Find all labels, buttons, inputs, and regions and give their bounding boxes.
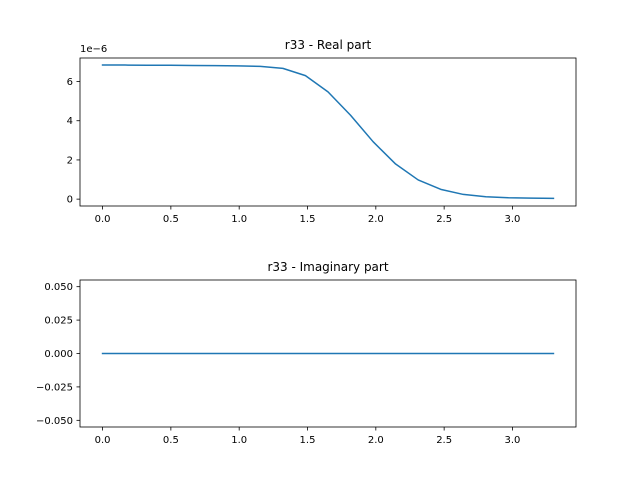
y-tick-label: −0.025 <box>36 382 73 393</box>
subplot-real-part: r33 - Real part 1e−6 0.0 0.5 1.0 1.5 2.0 2.5 3… <box>67 38 577 225</box>
axes-frame-real <box>79 57 577 207</box>
x-tick-label: 0.5 <box>163 214 179 225</box>
x-tick-label: 0.0 <box>95 435 111 446</box>
y-tick-label: 0.000 <box>44 349 73 360</box>
y-tick-label: −0.050 <box>36 416 73 427</box>
y-tick-label: 0.025 <box>44 316 73 327</box>
y-axis-ticks-imaginary: −0.050 −0.025 0.000 0.025 0.050 <box>36 282 80 427</box>
y-tick-label: 0 <box>67 195 73 206</box>
subplot-imaginary-part: r33 - Imaginary part 0.0 0.5 1.0 1.5 2.0 2.5 3… <box>36 260 577 446</box>
x-tick-label: 2.5 <box>436 214 452 225</box>
x-tick-label: 3.0 <box>505 214 521 225</box>
axes-frame-imaginary <box>79 279 577 428</box>
x-tick-label: 2.5 <box>436 435 452 446</box>
series-layer-real <box>101 64 555 200</box>
chart-title-imaginary: r33 - Imaginary part <box>267 260 388 274</box>
x-tick-label: 2.0 <box>368 214 384 225</box>
y-tick-label: 4 <box>67 116 73 127</box>
x-tick-label: 1.0 <box>231 214 247 225</box>
x-axis-ticks-imaginary: 0.0 0.5 1.0 1.5 2.0 2.5 3.0 <box>95 427 521 446</box>
x-tick-label: 1.5 <box>300 435 316 446</box>
x-tick-label: 3.0 <box>505 435 521 446</box>
series-line <box>101 64 555 200</box>
x-tick-label: 0.5 <box>163 435 179 446</box>
y-tick-label: 2 <box>67 155 73 166</box>
y-axis-ticks-real: 0 2 4 6 <box>67 77 80 206</box>
y-offset-label: 1e−6 <box>80 44 107 55</box>
x-tick-label: 2.0 <box>368 435 384 446</box>
y-tick-label: 6 <box>67 77 73 88</box>
chart-title-real: r33 - Real part <box>285 38 372 52</box>
x-tick-label: 1.0 <box>231 435 247 446</box>
y-tick-label: 0.050 <box>44 282 73 293</box>
x-tick-label: 0.0 <box>95 214 111 225</box>
x-tick-label: 1.5 <box>300 214 316 225</box>
x-axis-ticks-real: 0.0 0.5 1.0 1.5 2.0 2.5 3.0 <box>95 206 521 225</box>
